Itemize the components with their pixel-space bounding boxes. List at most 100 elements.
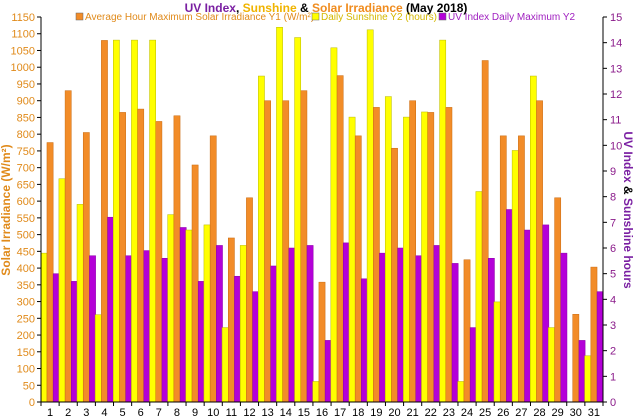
- bar-sunshine-9: [185, 229, 193, 403]
- bar-uv-11: [234, 275, 241, 403]
- y2-tick-label: 7: [610, 217, 616, 229]
- y2-tick-label: 12: [610, 89, 622, 101]
- bar-sunshine-17: [330, 47, 338, 403]
- bar-uv-31: [596, 291, 604, 403]
- chart-title: UV Index, Sunshine & Solar Irradiance (M…: [185, 1, 468, 15]
- y2-tick-label: 9: [610, 166, 616, 178]
- bar-uv-23: [451, 263, 459, 403]
- bar-uv-5: [125, 255, 133, 403]
- bar-irradiance-23: [445, 107, 453, 403]
- y1-tick-label: 600: [17, 196, 35, 208]
- bar-irradiance-25: [481, 60, 489, 403]
- bar-sunshine-14: [276, 27, 283, 403]
- bar-uv-6: [143, 250, 151, 403]
- bar-sunshine-12: [239, 245, 247, 403]
- bar-irradiance-14: [282, 100, 290, 403]
- bar-sunshine-3: [76, 204, 84, 403]
- y1-tick-label: 550: [17, 213, 35, 225]
- bar-uv-21: [415, 255, 423, 403]
- y2-tick-label: 5: [610, 269, 616, 281]
- bar-irradiance-27: [518, 135, 525, 403]
- bar-uv-3: [89, 255, 96, 403]
- y2-tick-label: 4: [610, 294, 616, 306]
- bar-uv-12: [252, 291, 260, 403]
- y1-tick-label: 700: [17, 163, 35, 175]
- x-tick-label: 1: [47, 407, 53, 419]
- y1-tick-label: 500: [17, 230, 35, 242]
- bar-uv-10: [216, 245, 223, 403]
- bar-uv-13: [270, 265, 278, 403]
- x-tick-label: 6: [138, 407, 144, 419]
- bar-sunshine-29: [548, 327, 555, 403]
- bar-sunshine-22: [421, 111, 428, 403]
- bar-uv-17: [342, 242, 350, 403]
- bar-uv-1: [52, 273, 60, 403]
- bar-irradiance-5: [119, 112, 126, 403]
- y1-tick-label: 1050: [11, 45, 35, 57]
- bar-sunshine-1: [40, 252, 48, 403]
- bar-sunshine-6: [131, 39, 138, 403]
- y1-tick-label: 200: [17, 330, 35, 342]
- y1-tick-label: 950: [17, 79, 35, 91]
- x-tick-label: 23: [443, 407, 455, 419]
- x-tick-label: 10: [207, 407, 219, 419]
- bar-uv-20: [397, 247, 405, 403]
- y1-tick-label: 900: [17, 96, 35, 108]
- bar-sunshine-2: [58, 178, 66, 403]
- y2-axis-label-part-1: &: [621, 183, 635, 198]
- bar-uv-2: [71, 281, 78, 403]
- bar-irradiance-20: [391, 147, 398, 403]
- legend-label-0: Average Hour Maximum Solar Irradiance Y1…: [85, 12, 314, 23]
- bar-uv-19: [379, 252, 386, 403]
- y1-tick-label: 800: [17, 129, 35, 141]
- bar-sunshine-24: [457, 381, 465, 403]
- legend-swatch-2: [438, 12, 447, 21]
- bar-sunshine-18: [348, 116, 356, 403]
- bar-irradiance-31: [590, 266, 598, 403]
- bar-sunshine-5: [113, 39, 120, 403]
- x-tick-label: 15: [298, 407, 310, 419]
- legend-label-2: UV Index Daily Maximum Y2: [448, 12, 576, 23]
- x-tick-label: 4: [101, 407, 107, 419]
- y2-axis-label-part-2: Sunshine hours: [621, 198, 635, 289]
- x-tick-label: 3: [83, 407, 89, 419]
- bar-irradiance-3: [82, 132, 90, 403]
- chart-title-part-1: ,: [236, 1, 243, 15]
- bar-sunshine-13: [258, 75, 265, 403]
- bar-irradiance-18: [354, 135, 362, 403]
- x-tick-label: 8: [174, 407, 180, 419]
- chart-title-part-3: &: [297, 1, 312, 15]
- bar-sunshine-26: [493, 301, 501, 403]
- x-tick-label: 30: [570, 407, 582, 419]
- x-tick-label: 22: [425, 407, 437, 419]
- x-tick-label: 7: [156, 407, 162, 419]
- bar-uv-8: [179, 227, 187, 403]
- bar-uv-24: [469, 327, 477, 403]
- y1-tick-label: 0: [29, 397, 35, 409]
- chart-title-part-4: Solar Irradiance: [312, 1, 403, 15]
- y1-tick-label: 250: [17, 313, 35, 325]
- bar-uv-29: [560, 252, 568, 403]
- y1-tick-label: 100: [17, 364, 35, 376]
- bar-irradiance-17: [336, 75, 344, 403]
- bar-uv-30: [578, 340, 586, 403]
- y2-tick-label: 2: [610, 346, 616, 358]
- y2-tick-label: 6: [610, 243, 616, 255]
- x-tick-label: 20: [388, 407, 400, 419]
- x-tick-label: 11: [226, 407, 237, 419]
- x-tick-label: 29: [552, 407, 564, 419]
- bar-irradiance-4: [101, 40, 108, 403]
- y1-tick-label: 300: [17, 297, 35, 309]
- bar-irradiance-28: [536, 100, 543, 403]
- bar-uv-25: [488, 258, 495, 403]
- legend-label-1: Daily Sunshine Y2 (hours): [321, 12, 437, 23]
- y2-tick-label: 10: [610, 140, 622, 152]
- y2-tick-label: 15: [610, 12, 622, 24]
- legend-swatch-0: [75, 12, 84, 21]
- x-tick-label: 9: [192, 407, 198, 419]
- bar-irradiance-13: [264, 100, 271, 403]
- y2-tick-label: 1: [610, 371, 616, 383]
- bar-uv-14: [288, 247, 296, 403]
- bar-irradiance-16: [318, 281, 326, 403]
- x-tick-label: 2: [65, 407, 71, 419]
